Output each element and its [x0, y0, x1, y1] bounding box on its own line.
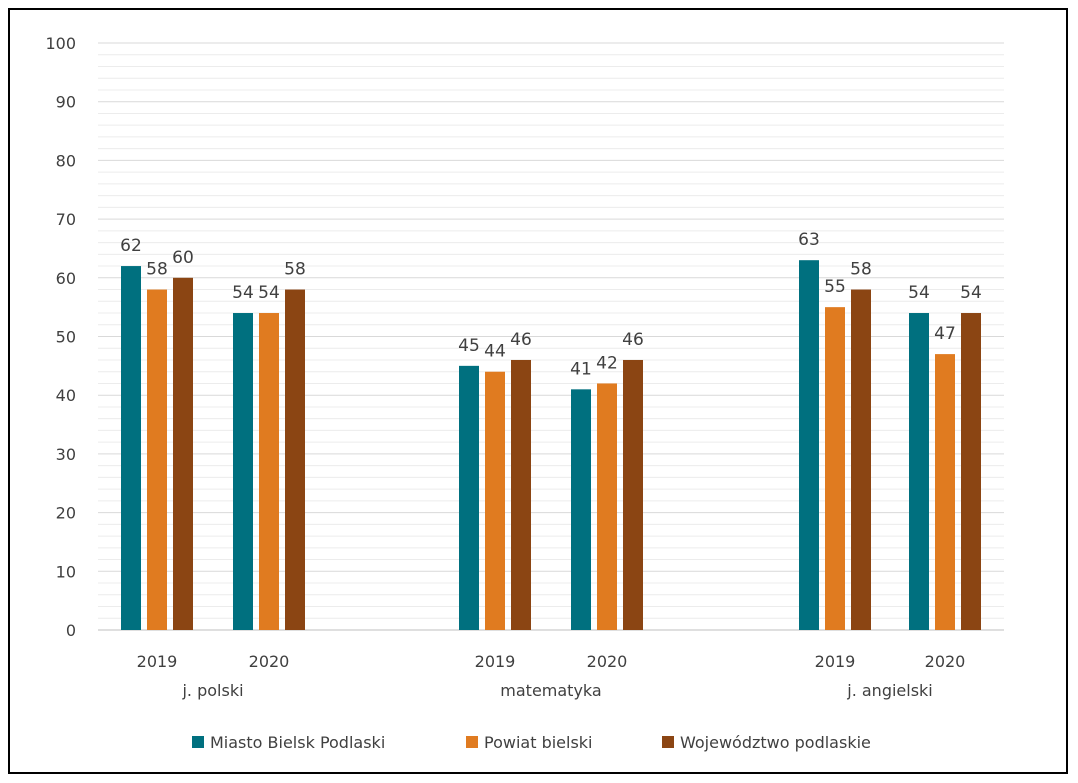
legend-label: Województwo podlaskie — [680, 733, 871, 752]
group-label: matematyka — [500, 681, 601, 700]
data-label: 62 — [120, 236, 142, 256]
data-label: 45 — [458, 336, 480, 356]
bar — [285, 289, 305, 630]
bar — [799, 260, 819, 630]
y-tick-label: 10 — [56, 562, 76, 581]
data-label: 54 — [232, 283, 254, 303]
data-label: 41 — [570, 359, 592, 379]
bar — [121, 266, 141, 630]
bar — [173, 277, 193, 630]
bar — [935, 354, 955, 630]
group-label: j. polski — [181, 681, 243, 700]
y-tick-label: 50 — [56, 328, 76, 347]
data-label: 46 — [622, 330, 644, 350]
x-tick-label: 2020 — [587, 652, 628, 671]
bar — [909, 313, 929, 630]
y-tick-label: 80 — [56, 151, 76, 170]
legend-label: Powiat bielski — [484, 733, 593, 752]
bar — [851, 289, 871, 630]
y-tick-label: 60 — [56, 269, 76, 288]
x-tick-label: 2019 — [815, 652, 856, 671]
data-label: 55 — [824, 277, 846, 297]
y-tick-label: 40 — [56, 386, 76, 405]
bar — [825, 307, 845, 630]
x-tick-label: 2020 — [925, 652, 966, 671]
y-tick-label: 100 — [45, 34, 76, 53]
data-label: 58 — [146, 260, 168, 280]
y-tick-label: 0 — [66, 621, 76, 640]
y-tick-label: 90 — [56, 93, 76, 112]
bar — [485, 371, 505, 630]
data-label: 58 — [284, 260, 306, 280]
bar — [623, 359, 643, 630]
data-label: 54 — [908, 283, 930, 303]
y-tick-label: 30 — [56, 445, 76, 464]
bar — [511, 359, 531, 630]
data-label: 58 — [850, 260, 872, 280]
data-label: 60 — [172, 248, 194, 268]
legend-swatch — [192, 736, 204, 748]
bar — [597, 383, 617, 630]
x-tick-label: 2020 — [249, 652, 290, 671]
data-label: 46 — [510, 330, 532, 350]
data-label: 63 — [798, 230, 820, 250]
x-tick-label: 2019 — [137, 652, 178, 671]
bar — [259, 313, 279, 630]
bar — [147, 289, 167, 630]
data-label: 42 — [596, 353, 618, 373]
bar — [571, 389, 591, 630]
legend-swatch — [662, 736, 674, 748]
data-label: 54 — [258, 283, 280, 303]
y-tick-label: 70 — [56, 210, 76, 229]
group-label: j. angielski — [846, 681, 933, 700]
x-tick-label: 2019 — [475, 652, 516, 671]
legend-swatch — [466, 736, 478, 748]
data-label: 54 — [960, 283, 982, 303]
bar — [233, 313, 253, 630]
data-label: 44 — [484, 342, 506, 362]
data-label: 47 — [934, 324, 956, 344]
legend-label: Miasto Bielsk Podlaski — [210, 733, 385, 752]
bar — [459, 365, 479, 630]
bar — [961, 313, 981, 630]
y-tick-label: 20 — [56, 504, 76, 523]
